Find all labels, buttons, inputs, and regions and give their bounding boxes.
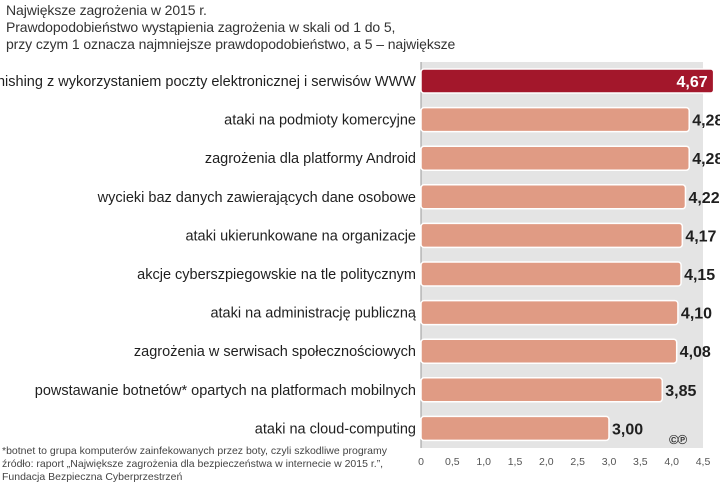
bar-5 <box>420 222 684 249</box>
value-label-8: 4,08 <box>680 344 711 361</box>
chart-header: Największe zagrożenia w 2015 r. Prawdopo… <box>6 2 706 53</box>
x-tick-label-10: 4,5 <box>696 456 711 468</box>
x-tick-label-6: 2,5 <box>570 456 585 468</box>
value-label-5: 4,17 <box>685 228 716 245</box>
value-label-6: 4,15 <box>684 267 715 284</box>
category-label-1: phishing z wykorzystaniem poczty elektro… <box>0 74 416 90</box>
value-label-3: 4,28 <box>692 151 720 168</box>
category-label-2: ataki na podmioty komercyjne <box>224 113 416 129</box>
botnet-footnote: *botnet to grupa komputerów zainfekowany… <box>2 445 387 457</box>
value-label-4: 4,22 <box>688 190 719 207</box>
category-label-10: ataki na cloud-computing <box>255 421 416 437</box>
bar-6 <box>420 261 682 287</box>
bar-9 <box>420 377 664 403</box>
copyright-logo: ©℗ <box>669 432 687 447</box>
x-tick-label-7: 3,0 <box>602 456 617 468</box>
bar-1 <box>420 68 715 94</box>
value-label-1: 4,67 <box>677 74 708 91</box>
x-tick-label-9: 4,0 <box>664 456 679 468</box>
x-tick-label-1: 0 <box>418 456 424 468</box>
bar-7 <box>420 299 679 326</box>
chart-subtitle-line-1: Prawdopodobieństwo wystąpienia zagrożeni… <box>6 19 396 35</box>
category-label-8: zagrożenia w serwisach społecznościowych <box>134 344 416 360</box>
x-tick-label-3: 1,0 <box>476 456 491 468</box>
category-label-4: wycieki baz danych zawierających dane os… <box>97 190 416 206</box>
bar-10 <box>420 415 610 442</box>
bar-8 <box>420 338 678 364</box>
category-label-6: akcje cyberszpiegowskie na tle polityczn… <box>137 267 416 283</box>
bar-2 <box>420 106 690 133</box>
x-tick-label-2: 0,5 <box>445 456 460 468</box>
x-tick-label-8: 3,5 <box>633 456 648 468</box>
value-label-7: 4,10 <box>681 306 712 323</box>
category-label-9: powstawanie botnetów* opartych na platfo… <box>35 383 416 399</box>
value-label-9: 3,85 <box>665 383 696 400</box>
chart-footnote: *botnet to grupa komputerów zainfekowany… <box>2 445 402 484</box>
category-label-5: ataki ukierunkowane na organizacje <box>185 228 416 244</box>
value-label-2: 4,28 <box>692 113 720 130</box>
x-tick-label-4: 1,5 <box>508 456 523 468</box>
source-line-1: źródło: raport „Największe zagrożenia dl… <box>2 458 384 470</box>
bar-4 <box>420 184 687 210</box>
category-label-3: zagrożenia dla platformy Android <box>205 151 416 167</box>
value-label-10: 3,00 <box>612 421 643 438</box>
category-label-7: ataki na administrację publiczną <box>210 306 416 322</box>
chart-title: Największe zagrożenia w 2015 r. <box>6 2 207 18</box>
bar-3 <box>420 145 690 171</box>
source-line-2: Fundacja Bezpieczna Cyberprzestrzeń <box>2 471 183 483</box>
chart-subtitle-line-2: przy czym 1 oznacza najmniejsze prawdopo… <box>6 36 456 52</box>
x-tick-label-5: 2,0 <box>539 456 554 468</box>
